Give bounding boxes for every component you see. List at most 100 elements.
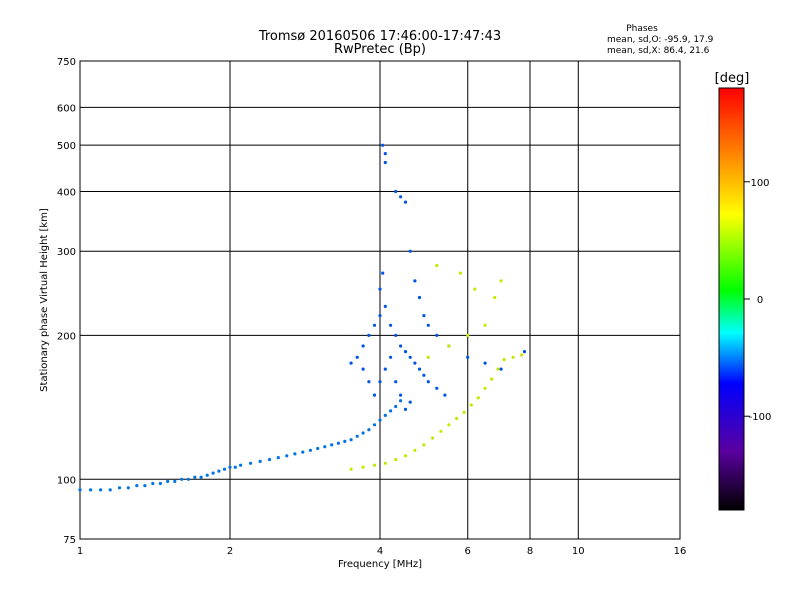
y-tick-label: 500 — [57, 141, 76, 152]
data-point — [435, 263, 439, 268]
data-point — [383, 367, 387, 371]
data-point — [378, 418, 382, 422]
data-point — [394, 380, 398, 384]
y-tick-label: 400 — [57, 187, 76, 198]
data-point — [158, 481, 162, 486]
data-points — [78, 143, 527, 492]
data-point — [173, 479, 177, 483]
y-tick-label: 600 — [57, 103, 76, 114]
data-point — [483, 361, 487, 365]
data-point — [126, 486, 130, 490]
data-point — [349, 361, 353, 365]
data-point — [403, 407, 408, 411]
data-point — [399, 195, 403, 199]
data-point — [383, 461, 387, 465]
stats-line-o: mean, sd,O: -95.9, 17.9 — [607, 35, 714, 45]
data-point — [308, 448, 312, 452]
data-point — [431, 436, 435, 440]
data-point — [293, 452, 297, 456]
data-point — [211, 471, 215, 475]
data-point — [447, 344, 451, 348]
data-point — [193, 475, 197, 479]
colorbar-tick-label: 0 — [757, 295, 763, 306]
data-point — [330, 443, 334, 447]
data-point — [483, 386, 487, 390]
data-point — [462, 410, 466, 414]
data-point — [383, 413, 387, 417]
x-tick-label: 8 — [527, 546, 533, 557]
data-point — [355, 355, 359, 359]
data-point — [186, 477, 190, 481]
data-point — [394, 333, 398, 337]
data-point — [413, 279, 417, 283]
y-tick-label: 750 — [57, 57, 76, 68]
colorbar — [718, 87, 745, 511]
data-point — [108, 488, 112, 492]
data-point — [199, 475, 203, 479]
data-point — [258, 459, 262, 463]
data-point — [180, 477, 184, 481]
data-point — [520, 353, 524, 357]
x-tick-label: 10 — [572, 546, 585, 557]
chart-title: Tromsø 20160506 17:46:00-17:47:43 — [258, 29, 501, 44]
data-point — [372, 423, 377, 427]
stats-header: Phases — [626, 24, 658, 34]
data-point — [403, 200, 408, 204]
data-point — [367, 380, 371, 384]
data-point — [336, 441, 340, 445]
data-point — [89, 488, 93, 492]
colorbar-ticks: 100 0 -100 — [744, 178, 771, 423]
chart-subtitle: RwPretec (Bp) — [334, 42, 426, 57]
data-point — [422, 443, 426, 447]
data-point — [361, 344, 365, 348]
data-point — [443, 393, 447, 397]
data-point — [399, 399, 403, 403]
data-point — [389, 409, 393, 413]
data-point — [417, 367, 422, 371]
data-point — [455, 416, 459, 421]
x-tick-label: 6 — [465, 546, 471, 557]
data-point — [381, 271, 385, 275]
grid-lines — [79, 60, 681, 540]
data-point — [473, 287, 477, 291]
data-point — [367, 428, 371, 432]
data-point — [349, 467, 353, 471]
data-point — [408, 400, 412, 404]
data-point — [99, 488, 103, 492]
data-point — [466, 355, 470, 359]
colorbar-label: [deg] — [715, 71, 750, 86]
data-point — [439, 429, 443, 433]
data-point — [389, 323, 393, 327]
data-point — [372, 323, 377, 327]
data-point — [217, 469, 221, 473]
data-point — [285, 454, 289, 458]
data-point — [361, 465, 365, 469]
data-point — [426, 355, 430, 359]
data-point — [413, 448, 417, 452]
data-point — [447, 423, 451, 427]
data-point — [408, 355, 412, 359]
data-point — [135, 484, 139, 488]
data-point — [381, 143, 385, 147]
data-point — [483, 323, 487, 327]
data-point — [383, 304, 387, 308]
x-tick-label: 2 — [227, 546, 233, 557]
data-point — [205, 473, 209, 477]
y-tick-label: 300 — [57, 247, 76, 258]
y-tick-label: 200 — [57, 331, 76, 342]
data-point — [267, 457, 272, 462]
data-point — [422, 373, 426, 377]
data-point — [493, 295, 497, 300]
data-point — [367, 333, 371, 337]
data-point — [426, 380, 430, 384]
data-point — [361, 431, 365, 435]
data-point — [502, 358, 506, 362]
data-point — [422, 314, 426, 318]
x-tick-label: 4 — [377, 546, 383, 557]
data-point — [458, 271, 462, 275]
data-point — [343, 439, 347, 443]
data-point — [117, 486, 122, 490]
y-axis-label: Stationary phase Virtual Height [km] — [39, 208, 50, 392]
data-point — [399, 344, 403, 348]
